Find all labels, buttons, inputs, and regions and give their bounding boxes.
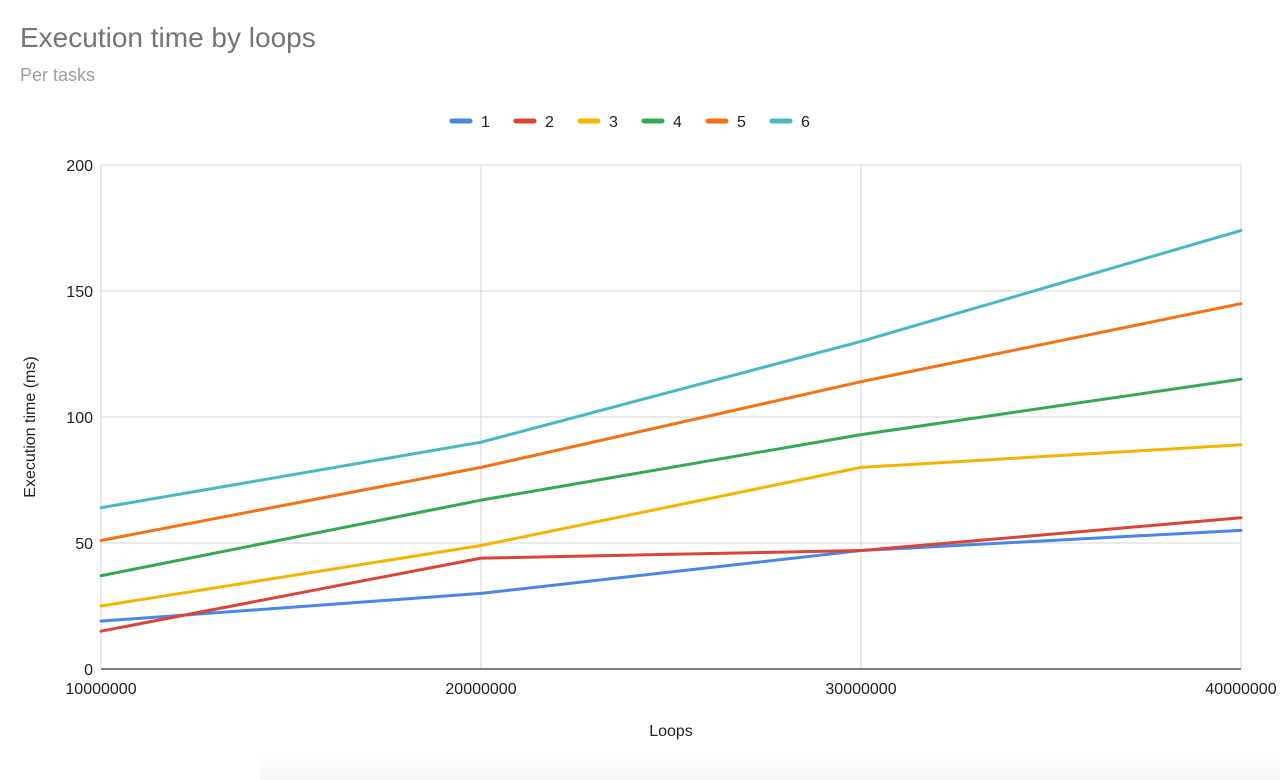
y-tick-label: 0 <box>84 662 93 679</box>
series-line-3 <box>99 443 1243 608</box>
x-tick-label: 20000000 <box>445 681 516 698</box>
grid <box>100 164 1242 669</box>
x-axis-title: Loops <box>649 723 693 740</box>
y-tick-label: 100 <box>66 410 93 427</box>
legend-label-6: 6 <box>801 114 810 131</box>
legend-label-5: 5 <box>737 114 746 131</box>
y-tick-label: 200 <box>66 158 93 175</box>
legend-label-2: 2 <box>545 114 554 131</box>
chart-subtitle: Per tasks <box>20 65 96 85</box>
axes: 0 50 100 150 200 10000000 20000000 30000000 4000… <box>65 158 1276 698</box>
series-line-4 <box>99 377 1243 578</box>
x-tick-label: 40000000 <box>1205 681 1276 698</box>
x-tick-label: 10000000 <box>65 681 136 698</box>
bottom-shade <box>260 752 1280 780</box>
legend: 1 2 3 4 5 6 <box>449 114 810 131</box>
chart-title: Execution time by loops <box>20 22 316 53</box>
series-line-6 <box>99 229 1243 510</box>
legend-label-1: 1 <box>481 114 490 131</box>
y-tick-label: 50 <box>75 536 93 553</box>
y-tick-label: 150 <box>66 284 93 301</box>
series-line-1 <box>99 528 1243 623</box>
legend-label-4: 4 <box>673 114 682 131</box>
y-axis-title: Execution time (ms) <box>22 356 39 497</box>
series-line-2 <box>99 516 1243 633</box>
legend-label-3: 3 <box>609 114 618 131</box>
series-line-5 <box>99 302 1243 542</box>
series-lines <box>99 229 1243 633</box>
x-tick-label: 30000000 <box>825 681 896 698</box>
